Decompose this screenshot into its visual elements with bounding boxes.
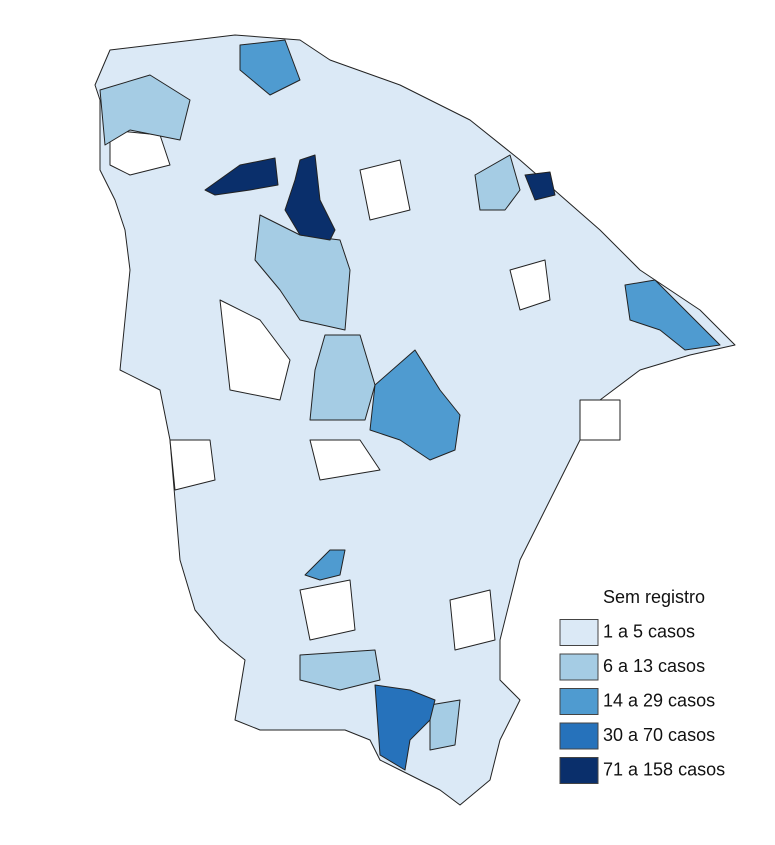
municipality: [219, 299, 291, 401]
municipality: [449, 589, 496, 651]
map-regions: [94, 34, 736, 806]
legend-swatch: [559, 619, 599, 646]
legend-swatch: [559, 757, 599, 784]
legend-label: 14 a 29 casos: [603, 690, 715, 710]
municipality: [359, 159, 411, 221]
municipality: [239, 39, 301, 96]
municipality: [309, 334, 376, 421]
municipality: [429, 699, 461, 751]
municipality: [169, 439, 216, 491]
legend-swatch: [560, 585, 598, 611]
municipality: [284, 154, 336, 241]
municipality: [304, 549, 346, 581]
legend-label: 1 a 5 casos: [603, 621, 695, 641]
legend-swatch: [559, 722, 599, 750]
legend-label: 30 a 70 casos: [603, 725, 715, 745]
legend-swatch: [559, 653, 599, 681]
municipality: [579, 399, 621, 441]
legend-label: 71 a 158 casos: [603, 759, 725, 779]
legend-label: Sem registro: [603, 587, 705, 607]
municipality: [524, 171, 556, 201]
municipality: [369, 349, 461, 461]
municipality: [299, 649, 381, 691]
legend-swatch: [559, 688, 599, 715]
municipality: [204, 157, 279, 196]
legend-label: 6 a 13 casos: [603, 656, 705, 676]
municipality: [474, 154, 521, 211]
municipality: [374, 684, 436, 771]
municipality: [99, 74, 191, 146]
legend: Sem registro 1 a 5 casos 6 a 13 casos 14 a …: [559, 585, 725, 784]
municipality: [309, 439, 381, 481]
municipality: [509, 259, 551, 311]
municipality: [624, 279, 721, 351]
municipality: [299, 579, 356, 641]
